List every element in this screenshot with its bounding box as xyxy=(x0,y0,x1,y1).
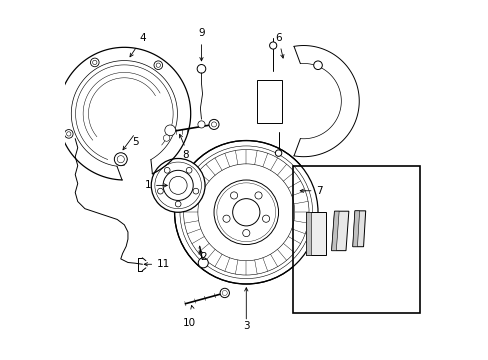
Text: 3: 3 xyxy=(243,321,249,330)
Bar xyxy=(292,166,419,313)
Text: 2: 2 xyxy=(200,252,206,262)
Polygon shape xyxy=(306,212,310,255)
Circle shape xyxy=(220,288,229,298)
Circle shape xyxy=(193,188,198,194)
Circle shape xyxy=(164,125,175,136)
Polygon shape xyxy=(257,80,282,123)
Text: 10: 10 xyxy=(182,318,195,328)
Text: 6: 6 xyxy=(275,33,284,58)
Circle shape xyxy=(242,229,249,237)
Polygon shape xyxy=(331,211,348,251)
Text: 9: 9 xyxy=(198,28,204,39)
Text: 11: 11 xyxy=(144,259,170,269)
Circle shape xyxy=(175,201,181,207)
Circle shape xyxy=(154,61,163,69)
Circle shape xyxy=(230,192,237,199)
Circle shape xyxy=(174,140,317,284)
Text: 8: 8 xyxy=(182,149,188,159)
Text: 5: 5 xyxy=(132,138,138,147)
Circle shape xyxy=(90,58,99,67)
Circle shape xyxy=(269,42,276,49)
Circle shape xyxy=(262,215,269,222)
Circle shape xyxy=(151,158,204,212)
Circle shape xyxy=(164,167,170,173)
Polygon shape xyxy=(331,211,339,251)
Circle shape xyxy=(198,258,208,268)
Circle shape xyxy=(208,120,219,130)
Circle shape xyxy=(313,61,322,69)
Polygon shape xyxy=(352,211,359,247)
Polygon shape xyxy=(306,212,325,255)
Circle shape xyxy=(163,170,193,201)
Circle shape xyxy=(114,153,127,166)
Circle shape xyxy=(232,199,260,226)
Circle shape xyxy=(198,121,204,128)
Text: 7: 7 xyxy=(300,186,323,196)
Circle shape xyxy=(197,64,205,73)
Polygon shape xyxy=(352,211,365,247)
Circle shape xyxy=(275,150,281,156)
Circle shape xyxy=(64,130,73,138)
Circle shape xyxy=(163,135,169,141)
Circle shape xyxy=(157,188,163,194)
Text: 1: 1 xyxy=(144,180,167,190)
Circle shape xyxy=(186,167,192,173)
Circle shape xyxy=(254,192,262,199)
Circle shape xyxy=(223,215,230,222)
Circle shape xyxy=(214,180,278,244)
Text: 4: 4 xyxy=(130,33,145,57)
